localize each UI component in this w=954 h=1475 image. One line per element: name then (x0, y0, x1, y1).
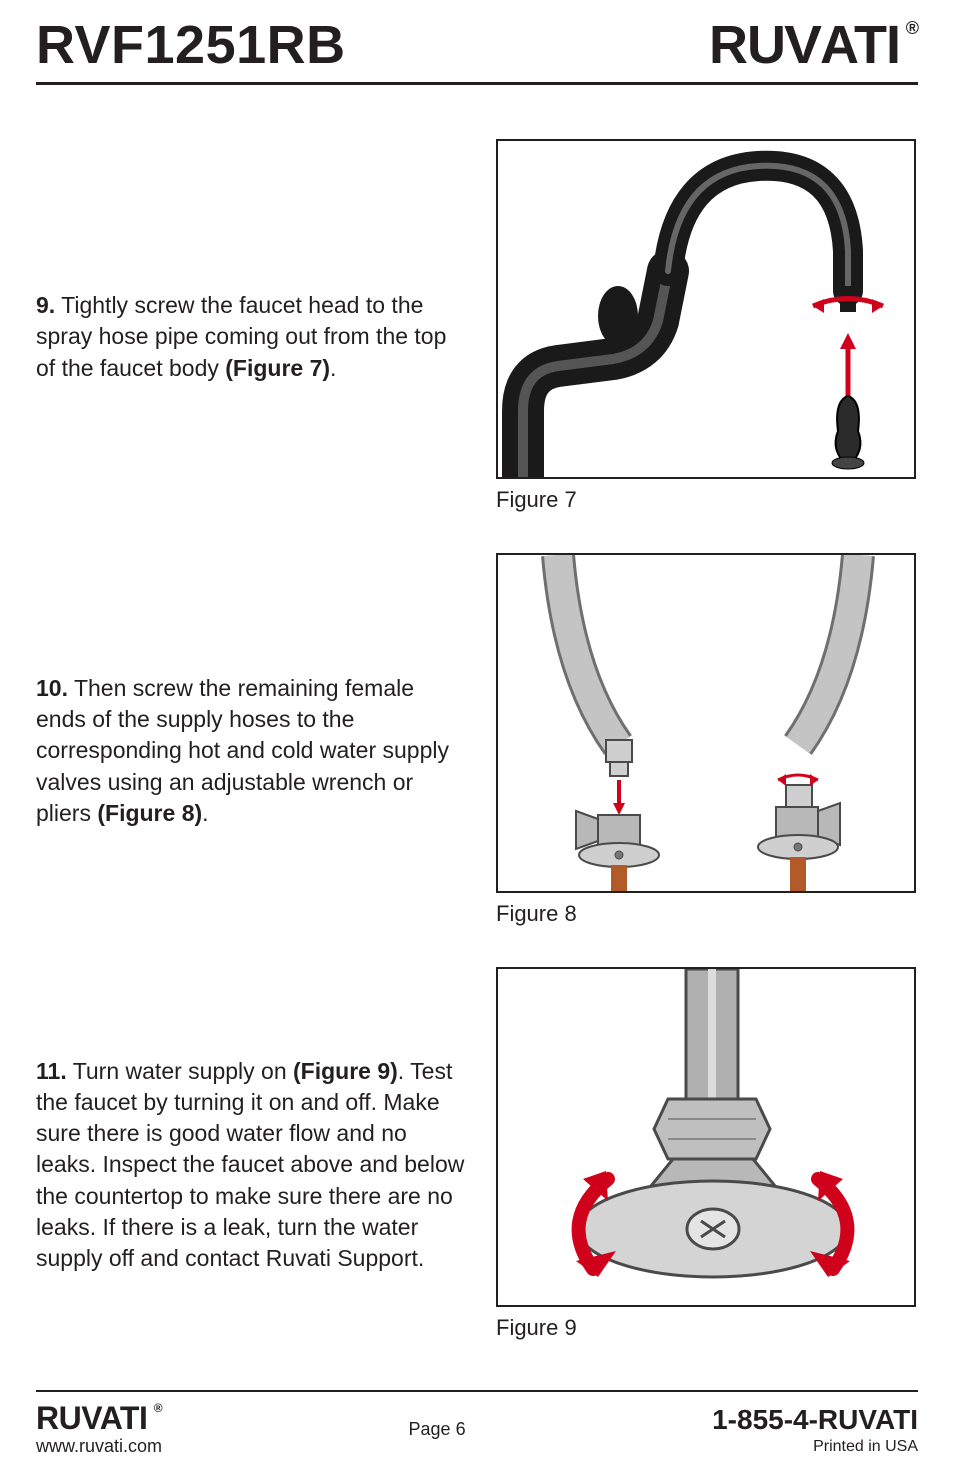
step-11-number: 11. (36, 1058, 67, 1084)
footer-rule (36, 1390, 918, 1392)
figure-7-caption: Figure 7 (496, 487, 916, 513)
footer-brand-end: ATI (100, 1400, 148, 1436)
figure-9-svg (498, 969, 916, 1307)
figure-7-box (496, 139, 916, 479)
footer-brand-logo: RUVATI ® (36, 1402, 162, 1434)
footer-right: 1-855-4-RUVATI Printed in USA (712, 1404, 918, 1456)
step-11-text: 11. Turn water supply on (Figure 9). Tes… (36, 1056, 466, 1273)
step-row-9: 9. Tightly screw the faucet head to the … (36, 139, 918, 535)
brand-logo: RUVATI ® (709, 14, 918, 76)
footer-printed: Printed in USA (712, 1438, 918, 1456)
header-rule (36, 82, 918, 85)
step-9-tail: . (330, 355, 336, 381)
footer-brand-text: RU (36, 1400, 81, 1436)
step-10-text: 10. Then screw the remaining female ends… (36, 673, 466, 828)
step-9-figref: (Figure 7) (225, 355, 330, 381)
figure-8-box (496, 553, 916, 893)
figure-8-svg (498, 555, 916, 893)
step-11-tail: . Test the faucet by turning it on and o… (36, 1058, 464, 1270)
footer-website: www.ruvati.com (36, 1436, 162, 1457)
step-10-number: 10. (36, 675, 68, 701)
step-9-text: 9. Tightly screw the faucet head to the … (36, 290, 466, 383)
step-row-10: 10. Then screw the remaining female ends… (36, 553, 918, 949)
brand-text-v: V (784, 14, 821, 76)
figure-8-col: Figure 8 (496, 553, 916, 949)
page-header: RVF1251RB RUVATI ® (36, 0, 918, 76)
step-9-number: 9. (36, 292, 55, 318)
page-footer: RUVATI ® www.ruvati.com Page 6 1-855-4-R… (36, 1390, 918, 1457)
footer-brand-v: V (81, 1400, 99, 1436)
figure-7-svg (498, 141, 916, 479)
brand-text-end: ATI (820, 14, 900, 76)
manual-page: RVF1251RB RUVATI ® 9. Tightly screw the … (0, 0, 954, 1475)
footer-page-number: Page 6 (409, 1419, 466, 1440)
footer-phone: 1-855-4-RUVATI (712, 1404, 918, 1436)
step-11-body: Turn water supply on (67, 1058, 293, 1084)
brand-text: RU (709, 14, 785, 76)
step-11-figref: (Figure 9) (293, 1058, 398, 1084)
figure-9-box (496, 967, 916, 1307)
figure-8-caption: Figure 8 (496, 901, 916, 927)
registered-mark: ® (906, 18, 918, 39)
step-10-figref: (Figure 8) (97, 800, 202, 826)
step-10-tail: . (202, 800, 208, 826)
footer-registered-mark: ® (154, 1402, 162, 1414)
content-area: 9. Tightly screw the faucet head to the … (36, 139, 918, 1363)
figure-9-caption: Figure 9 (496, 1315, 916, 1341)
footer-left: RUVATI ® www.ruvati.com (36, 1402, 162, 1457)
figure-9-col: Figure 9 (496, 967, 916, 1363)
footer-row: RUVATI ® www.ruvati.com Page 6 1-855-4-R… (36, 1402, 918, 1457)
step-row-11: 11. Turn water supply on (Figure 9). Tes… (36, 967, 918, 1363)
figure-7-col: Figure 7 (496, 139, 916, 535)
model-number: RVF1251RB (36, 14, 346, 76)
